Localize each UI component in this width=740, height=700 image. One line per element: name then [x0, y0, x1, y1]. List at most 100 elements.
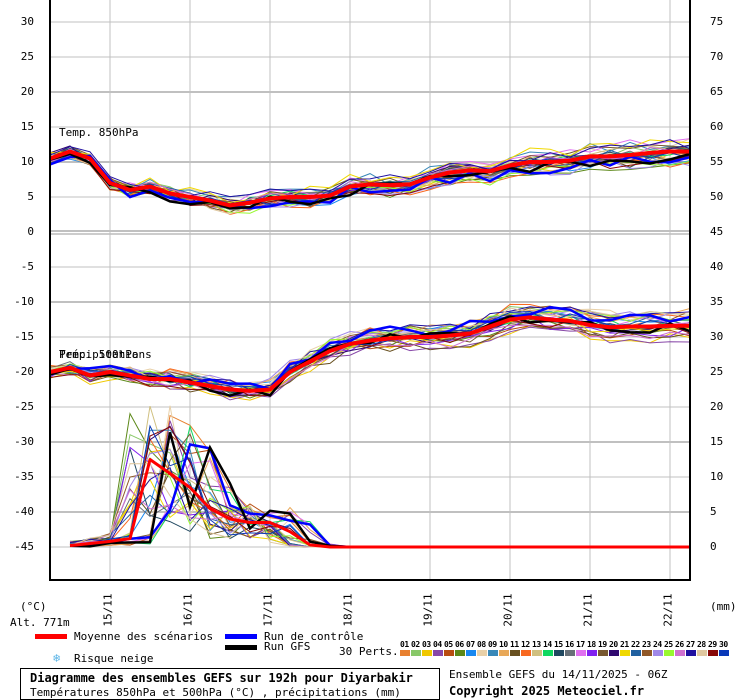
left-tick: 20 [20, 85, 34, 98]
x-tick: 22/11 [661, 593, 675, 627]
pert-swatch [598, 650, 608, 656]
right-tick: 70 [710, 50, 724, 63]
pert-number: 15 [554, 640, 563, 649]
pert-swatch [411, 650, 421, 656]
legend-gfs-label: Run GFS [264, 640, 311, 653]
legend-mean-swatch [35, 634, 67, 639]
pert-swatch [719, 650, 729, 656]
pert-number: 25 [664, 640, 673, 649]
pert-number: 03 [422, 640, 431, 649]
pert-swatch [455, 650, 465, 656]
right-tick: 15 [710, 435, 724, 448]
pert-number: 21 [620, 640, 629, 649]
run-info: Ensemble GEFS du 14/11/2025 - 06Z [449, 668, 668, 681]
left-tick: 15 [20, 120, 34, 133]
pert-number: 01 [400, 640, 409, 649]
pert-number: 09 [488, 640, 497, 649]
right-tick: 25 [710, 365, 724, 378]
perturbation-lines [49, 138, 691, 549]
right-tick: 40 [710, 260, 724, 273]
pert-number: 20 [609, 640, 618, 649]
left-tick: -40 [14, 505, 34, 518]
pert-swatch [554, 650, 564, 656]
pert-number: 02 [411, 640, 420, 649]
mean-lines [49, 149, 690, 549]
pert-swatch [675, 650, 685, 656]
right-tick: 10 [710, 470, 724, 483]
pert-number: 22 [631, 640, 640, 649]
left-axis-unit: (°C) [20, 600, 47, 613]
legend-control-swatch [225, 634, 257, 639]
left-tick: 25 [20, 50, 34, 63]
pert-number: 13 [532, 640, 541, 649]
pert-number: 08 [477, 640, 486, 649]
legend-snow-label: Risque neige [74, 652, 154, 665]
right-tick: 35 [710, 295, 724, 308]
pert-swatch [642, 650, 652, 656]
right-tick: 65 [710, 85, 724, 98]
pert-number: 12 [521, 640, 530, 649]
pert-swatch [664, 650, 674, 656]
left-tick: -15 [14, 330, 34, 343]
right-axis-unit: (mm) [710, 600, 737, 613]
pert-number: 23 [642, 640, 651, 649]
left-tick: -25 [14, 400, 34, 413]
left-tick: -35 [14, 470, 34, 483]
left-tick: 0 [27, 225, 34, 238]
x-tick: 19/11 [421, 593, 435, 627]
right-tick: 55 [710, 155, 724, 168]
pert-number: 05 [444, 640, 453, 649]
right-tick: 5 [710, 505, 717, 518]
copyright: Copyright 2025 Meteociel.fr [449, 684, 645, 698]
pert-swatch [686, 650, 696, 656]
pert-swatch [587, 650, 597, 656]
x-tick: 21/11 [581, 593, 595, 627]
pert-number: 04 [433, 640, 442, 649]
pert-swatch [631, 650, 641, 656]
x-tick: 18/11 [341, 593, 355, 627]
left-tick: -45 [14, 540, 34, 553]
pert-number: 11 [510, 640, 519, 649]
pert-number: 18 [587, 640, 596, 649]
pert-swatch [499, 650, 509, 656]
left-tick: 30 [20, 15, 34, 28]
pert-swatch [565, 650, 575, 656]
snowflake-icon: ❄ [53, 651, 61, 665]
pert-swatch [576, 650, 586, 656]
x-tick: 16/11 [181, 593, 195, 627]
right-tick: 50 [710, 190, 724, 203]
x-tick: 15/11 [101, 593, 115, 627]
right-tick: 0 [710, 540, 717, 553]
pert-swatch [422, 650, 432, 656]
pert-swatch [400, 650, 410, 656]
altitude-label: Alt. 771m [10, 616, 70, 629]
pert-number: 29 [708, 640, 717, 649]
chart-title: Diagramme des ensembles GEFS sur 192h po… [30, 671, 413, 685]
pert-swatch [510, 650, 520, 656]
right-tick: 60 [710, 120, 724, 133]
pert-swatch [708, 650, 718, 656]
pert-swatch [609, 650, 619, 656]
pert-swatch [532, 650, 542, 656]
title-box: Diagramme des ensembles GEFS sur 192h po… [20, 668, 440, 700]
pert-swatch [697, 650, 707, 656]
x-tick: 20/11 [501, 593, 515, 627]
chart-grid [50, 0, 690, 580]
legend-gfs-swatch [225, 645, 257, 650]
pert-swatch [653, 650, 663, 656]
pert-number: 17 [576, 640, 585, 649]
pert-swatch [477, 650, 487, 656]
pert-number: 28 [697, 640, 706, 649]
legend-mean-label: Moyenne des scénarios [74, 630, 214, 643]
pert-number: 16 [565, 640, 574, 649]
pert-swatch [466, 650, 476, 656]
x-tick: 17/11 [261, 593, 275, 627]
chart-frame [49, 0, 691, 581]
pert-number: 27 [686, 640, 695, 649]
right-tick: 20 [710, 400, 724, 413]
panel-label-t850: Temp. 850hPa [59, 126, 139, 139]
chart-subtitle: Températures 850hPa et 500hPa (°C) , pré… [30, 686, 401, 699]
pert-number: 26 [675, 640, 684, 649]
pert-swatch [521, 650, 531, 656]
